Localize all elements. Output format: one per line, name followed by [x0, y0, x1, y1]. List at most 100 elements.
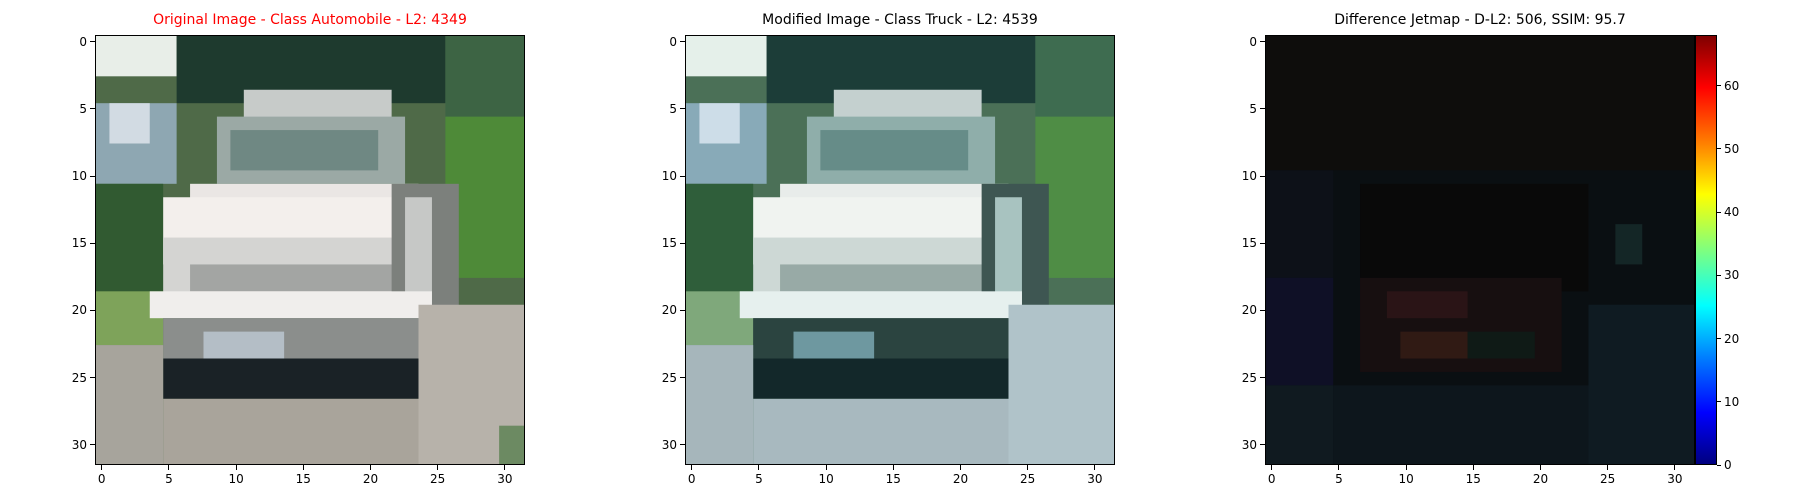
colorbar-tick-label: 10 — [1724, 394, 1740, 409]
colorbar-tick-label: 0 — [1724, 458, 1732, 472]
y-tick-label: 25 — [1241, 370, 1257, 385]
x-tick-label: 10 — [1398, 472, 1414, 486]
original-car-image — [96, 36, 524, 464]
y-tick-label: 30 — [1241, 437, 1257, 452]
y-tick-label: 15 — [661, 236, 677, 251]
y-tick-label: 5 — [669, 101, 677, 116]
panel-original: Original Image - Class Automobile - L2: … — [0, 0, 540, 500]
colorbar-tick-mark — [1717, 401, 1721, 403]
x-tick-label: 30 — [497, 472, 513, 486]
y-tick-mark — [680, 108, 685, 110]
y-tick-label: 25 — [661, 370, 677, 385]
x-tick-label: 15 — [885, 472, 901, 486]
y-tick-label: 20 — [71, 303, 87, 318]
x-tick-mark — [504, 465, 506, 470]
x-tick-mark — [1027, 465, 1029, 470]
x-tick-label: 5 — [1335, 472, 1343, 486]
y-tick-mark — [680, 41, 685, 43]
panel-modified: Modified Image - Class Truck - L2: 4539 — [0, 0, 1038, 500]
x-tick-label: 10 — [818, 472, 834, 486]
colorbar-tick-label: 40 — [1724, 205, 1740, 220]
y-tick-label: 5 — [79, 101, 87, 116]
modified-image-plot — [685, 35, 1115, 465]
y-tick-mark — [1260, 108, 1265, 110]
y-tick-mark — [680, 377, 685, 379]
x-tick-mark — [825, 465, 827, 470]
y-tick-label: 0 — [669, 34, 677, 49]
difference-jetmap-plot — [1265, 35, 1695, 465]
y-tick-label: 15 — [1241, 236, 1257, 251]
x-tick-mark — [369, 465, 371, 470]
colorbar-tick-mark — [1717, 338, 1721, 340]
x-tick-label: 30 — [1667, 472, 1683, 486]
x-tick-label: 20 — [362, 472, 379, 486]
colorbar-tick-mark — [1717, 464, 1721, 466]
y-tick-mark — [680, 444, 685, 446]
x-tick-label: 20 — [1532, 472, 1549, 486]
x-tick-label: 0 — [687, 472, 696, 486]
y-tick-mark — [680, 242, 685, 244]
colorbar-tick-label: 50 — [1724, 141, 1740, 156]
x-tick-mark — [1094, 465, 1096, 470]
x-tick-label: 15 — [1465, 472, 1481, 486]
x-tick-mark — [437, 465, 439, 470]
y-tick-label: 25 — [71, 370, 87, 385]
x-tick-mark — [1472, 465, 1474, 470]
colorbar-tick-label: 20 — [1724, 331, 1740, 346]
x-tick-mark — [101, 465, 103, 470]
y-tick-mark — [90, 41, 95, 43]
x-tick-mark — [1338, 465, 1340, 470]
x-tick-label: 15 — [295, 472, 311, 486]
difference-jetmap-image — [1266, 36, 1694, 464]
x-tick-label: 0 — [97, 472, 106, 486]
x-tick-mark — [892, 465, 894, 470]
y-tick-mark — [1260, 377, 1265, 379]
x-tick-label: 30 — [1087, 472, 1103, 486]
panel-title: Difference Jetmap - D-L2: 506, SSIM: 95.… — [1334, 12, 1626, 28]
x-tick-label: 25 — [430, 472, 446, 486]
y-tick-label: 10 — [71, 169, 87, 184]
y-tick-mark — [90, 242, 95, 244]
x-tick-mark — [1271, 465, 1273, 470]
y-tick-mark — [90, 309, 95, 311]
y-tick-label: 30 — [661, 437, 677, 452]
y-tick-mark — [90, 108, 95, 110]
x-tick-label: 20 — [952, 472, 969, 486]
modified-car-image — [686, 36, 1114, 464]
y-tick-mark — [1260, 175, 1265, 177]
x-tick-mark — [758, 465, 760, 470]
x-tick-mark — [959, 465, 961, 470]
y-tick-mark — [1260, 309, 1265, 311]
y-tick-mark — [90, 377, 95, 379]
colorbar — [1695, 35, 1717, 465]
colorbar-tick-mark — [1717, 148, 1721, 150]
y-tick-mark — [1260, 41, 1265, 43]
x-tick-mark — [235, 465, 237, 470]
x-tick-label: 5 — [755, 472, 763, 486]
x-tick-label: 5 — [165, 472, 173, 486]
x-tick-label: 0 — [1267, 472, 1276, 486]
original-image-plot — [95, 35, 525, 465]
colorbar-tick-mark — [1717, 211, 1721, 213]
colorbar-tick-label: 30 — [1724, 268, 1740, 283]
y-tick-label: 20 — [661, 303, 677, 318]
y-tick-label: 5 — [1249, 101, 1257, 116]
y-tick-mark — [680, 175, 685, 177]
y-tick-label: 15 — [71, 236, 87, 251]
panel-title: Modified Image - Class Truck - L2: 4539 — [762, 12, 1038, 28]
x-tick-mark — [1405, 465, 1407, 470]
y-tick-label: 30 — [71, 437, 87, 452]
y-tick-mark — [90, 175, 95, 177]
x-tick-mark — [1539, 465, 1541, 470]
y-tick-label: 10 — [661, 169, 677, 184]
x-tick-label: 10 — [228, 472, 244, 486]
y-tick-label: 0 — [1249, 34, 1257, 49]
x-tick-mark — [691, 465, 693, 470]
x-tick-mark — [1674, 465, 1676, 470]
x-tick-mark — [1607, 465, 1609, 470]
panel-difference: Difference Jetmap - D-L2: 506, SSIM: 95.… — [0, 0, 1626, 500]
colorbar-tick-mark — [1717, 85, 1721, 87]
colorbar-tick-label: 60 — [1724, 78, 1740, 93]
y-tick-mark — [680, 309, 685, 311]
y-tick-label: 20 — [1241, 303, 1257, 318]
